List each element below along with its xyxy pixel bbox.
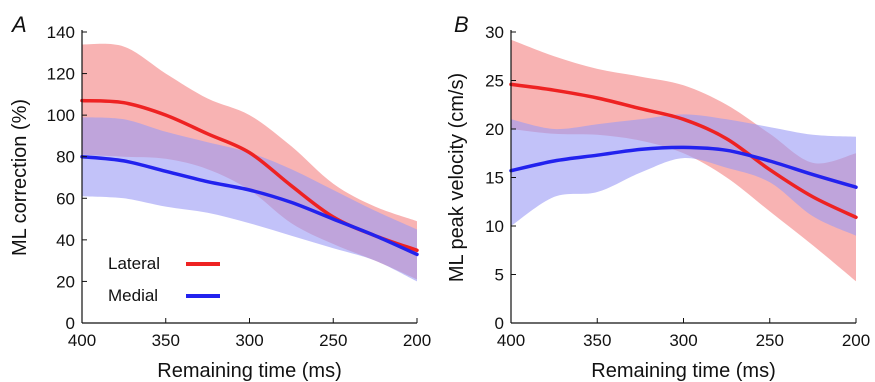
y-tick-label: 40 (56, 231, 75, 250)
x-tick-label: 200 (403, 331, 431, 350)
y-tick-label: 80 (56, 148, 75, 167)
x-tick-label: 400 (497, 331, 525, 350)
band-medial (511, 114, 856, 236)
y-tick-label: 100 (47, 106, 75, 125)
y-tick-label: 10 (485, 217, 504, 236)
chart-panel-b: 0 5 10 15 20 25 30 400 350 300 250 200 Remaining tim… (446, 12, 870, 382)
y-tick-label: 60 (56, 189, 75, 208)
y-tick-label: 120 (47, 65, 75, 84)
series-line-medial (80, 154, 419, 257)
chart-panel-a: 0 20 40 60 80 100 120 140 400 350 300 250 200 Remaini… (9, 12, 431, 382)
y-tick-label: 5 (495, 266, 504, 285)
band-lateral (511, 39, 856, 282)
series-line-medial (509, 145, 858, 189)
panel-label: A (10, 12, 27, 37)
y-tick-label: 30 (485, 23, 504, 42)
y-tick-label: 20 (56, 272, 75, 291)
x-axis-label: Remaining time (ms) (157, 360, 341, 382)
x-tick-label: 300 (669, 331, 697, 350)
y-tick-label: 0 (495, 314, 504, 333)
legend-label-lateral: Lateral (108, 254, 160, 273)
y-axis-label: ML peak velocity (cm/s) (446, 73, 468, 282)
y-tick-label: 140 (47, 23, 75, 42)
x-tick-label: 250 (319, 331, 347, 350)
legend-label-medial: Medial (108, 286, 158, 305)
y-tick-label: 20 (485, 120, 504, 139)
y-axis-label: ML correction (%) (9, 99, 31, 256)
x-axis-label: Remaining time (ms) (591, 360, 775, 382)
x-tick-label: 200 (842, 331, 870, 350)
x-tick-label: 400 (68, 331, 96, 350)
y-tick-label: 25 (485, 72, 504, 91)
x-tick-label: 350 (152, 331, 180, 350)
x-tick-label: 350 (583, 331, 611, 350)
x-tick-label: 300 (235, 331, 263, 350)
legend: Lateral Medial (108, 254, 220, 305)
y-tick-label: 15 (485, 169, 504, 188)
band-medial (82, 117, 417, 282)
panel-label: B (454, 12, 469, 37)
x-tick-label: 250 (756, 331, 784, 350)
y-tick-label: 0 (66, 314, 75, 333)
series-line-lateral (509, 82, 858, 220)
